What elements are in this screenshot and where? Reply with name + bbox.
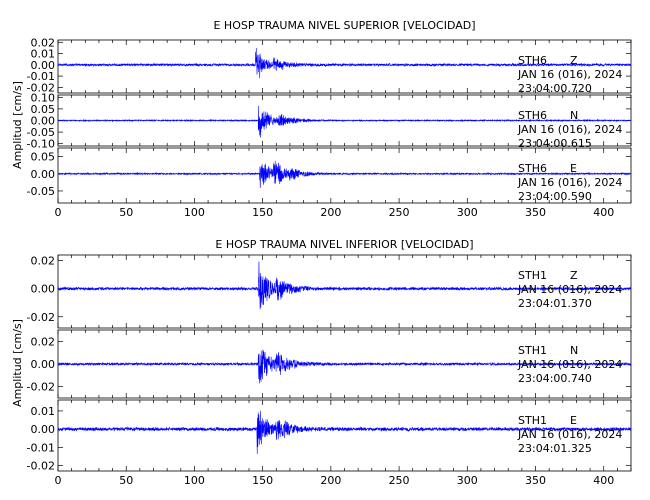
event-date-label: JAN 16 (016), 2024	[517, 283, 622, 296]
chart-title: E HOSP TRAUMA NIVEL INFERIOR [VELOCIDAD]	[215, 238, 473, 251]
x-tick-label: 400	[593, 474, 614, 487]
component-label: E	[570, 162, 577, 175]
x-tick-label: 150	[252, 474, 273, 487]
event-time-label: 23:04:00.615	[518, 137, 592, 150]
x-tick-label: 200	[320, 474, 341, 487]
station-label: STH1	[518, 269, 547, 282]
y-tick-label: 0.00	[31, 168, 56, 181]
component-label: Z	[570, 269, 578, 282]
component-label: Z	[570, 54, 578, 67]
y-tick-label: 0.00	[31, 358, 56, 371]
x-tick-label: 250	[389, 474, 410, 487]
event-time-label: 23:04:00.590	[518, 190, 592, 203]
component-label: N	[570, 109, 578, 122]
x-tick-label: 0	[55, 474, 62, 487]
event-date-label: JAN 16 (016), 2024	[517, 358, 622, 371]
y-axis-label: Amplitud [cm/s]	[11, 319, 24, 407]
y-tick-label: -0.10	[27, 138, 55, 151]
station-label: STH6	[518, 54, 547, 67]
y-tick-label: -0.01	[27, 70, 55, 83]
y-tick-label: -0.02	[27, 311, 55, 324]
component-label: E	[570, 414, 577, 427]
y-tick-label: 0.10	[31, 91, 56, 104]
event-date-label: JAN 16 (016), 2024	[517, 176, 622, 189]
waveform-trace	[57, 349, 632, 384]
y-tick-label: 0.00	[31, 423, 56, 436]
station-label: STH6	[518, 162, 547, 175]
x-tick-label: 350	[525, 206, 546, 219]
x-tick-label: 200	[320, 206, 341, 219]
x-tick-label: 50	[119, 474, 133, 487]
x-tick-label: 150	[252, 206, 273, 219]
y-tick-label: 0.05	[31, 151, 56, 164]
y-tick-label: -0.02	[27, 460, 55, 473]
y-tick-label: -0.02	[27, 381, 55, 394]
y-tick-label: 0.05	[31, 103, 56, 116]
y-axis-label: Amplitud [cm/s]	[11, 81, 24, 169]
chart-group-2: E HOSP TRAUMA NIVEL INFERIOR [VELOCIDAD]…	[11, 238, 632, 487]
y-tick-label: 0.01	[31, 48, 56, 61]
y-tick-label: 0.02	[31, 255, 56, 268]
x-tick-label: 300	[457, 206, 478, 219]
station-label: STH6	[518, 109, 547, 122]
y-tick-label: 0.01	[31, 405, 56, 418]
event-date-label: JAN 16 (016), 2024	[517, 428, 622, 441]
waveform-trace	[57, 160, 632, 188]
y-tick-label: -0.05	[27, 126, 55, 139]
y-tick-label: -0.01	[27, 441, 55, 454]
event-time-label: 23:04:01.325	[518, 442, 592, 455]
y-tick-label: 0.00	[31, 59, 56, 72]
component-label: N	[570, 344, 578, 357]
x-tick-label: 400	[593, 206, 614, 219]
x-tick-label: 250	[389, 206, 410, 219]
x-tick-label: 100	[184, 474, 205, 487]
y-tick-label: -0.02	[27, 81, 55, 94]
x-tick-label: 300	[457, 474, 478, 487]
y-tick-label: 0.02	[31, 335, 56, 348]
x-tick-label: 100	[184, 206, 205, 219]
waveform-trace	[57, 105, 632, 138]
x-tick-label: 0	[55, 206, 62, 219]
event-time-label: 23:04:00.720	[518, 82, 592, 95]
event-date-label: JAN 16 (016), 2024	[517, 68, 622, 81]
station-label: STH1	[518, 344, 547, 357]
event-date-label: JAN 16 (016), 2024	[517, 123, 622, 136]
waveform-trace	[57, 48, 632, 79]
y-tick-label: 0.00	[31, 115, 56, 128]
y-tick-label: 0.02	[31, 36, 56, 49]
chart-title: E HOSP TRAUMA NIVEL SUPERIOR [VELOCIDAD]	[213, 19, 475, 32]
x-tick-label: 350	[525, 474, 546, 487]
y-tick-label: 0.00	[31, 283, 56, 296]
waveform-trace	[57, 410, 632, 454]
station-label: STH1	[518, 414, 547, 427]
waveform-trace	[57, 261, 632, 310]
y-tick-label: -0.05	[27, 185, 55, 198]
event-time-label: 23:04:00.740	[518, 372, 592, 385]
chart-group-1: E HOSP TRAUMA NIVEL SUPERIOR [VELOCIDAD]…	[11, 19, 632, 219]
x-tick-label: 50	[119, 206, 133, 219]
event-time-label: 23:04:01.370	[518, 297, 592, 310]
